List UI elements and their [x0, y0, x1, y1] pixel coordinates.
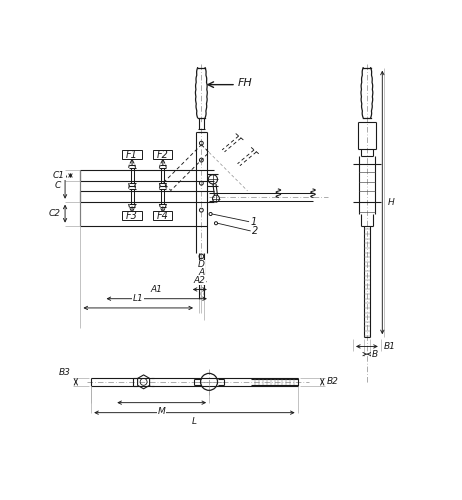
Text: B2: B2 [327, 378, 339, 386]
FancyBboxPatch shape [122, 150, 142, 159]
Text: A2: A2 [194, 276, 206, 285]
Text: A1: A1 [151, 285, 163, 294]
Text: B: B [371, 350, 377, 358]
Text: H: H [388, 198, 395, 207]
Text: B3: B3 [59, 368, 70, 377]
Text: M: M [158, 406, 165, 416]
Text: 2: 2 [252, 226, 258, 236]
Text: 1: 1 [251, 216, 257, 226]
Text: C2: C2 [49, 209, 61, 218]
FancyBboxPatch shape [153, 150, 172, 159]
Text: A: A [198, 268, 204, 277]
Text: C: C [54, 182, 61, 190]
Text: L1: L1 [133, 294, 144, 304]
Text: FH: FH [237, 78, 252, 88]
Text: D: D [198, 260, 205, 270]
Text: C1: C1 [53, 171, 65, 180]
Text: L: L [192, 418, 197, 426]
Text: F1: F1 [126, 150, 138, 160]
FancyBboxPatch shape [153, 212, 172, 220]
Text: F3: F3 [126, 210, 138, 220]
Text: F2: F2 [157, 150, 169, 160]
FancyBboxPatch shape [122, 212, 142, 220]
Text: F4: F4 [157, 210, 169, 220]
Text: B1: B1 [384, 342, 396, 351]
